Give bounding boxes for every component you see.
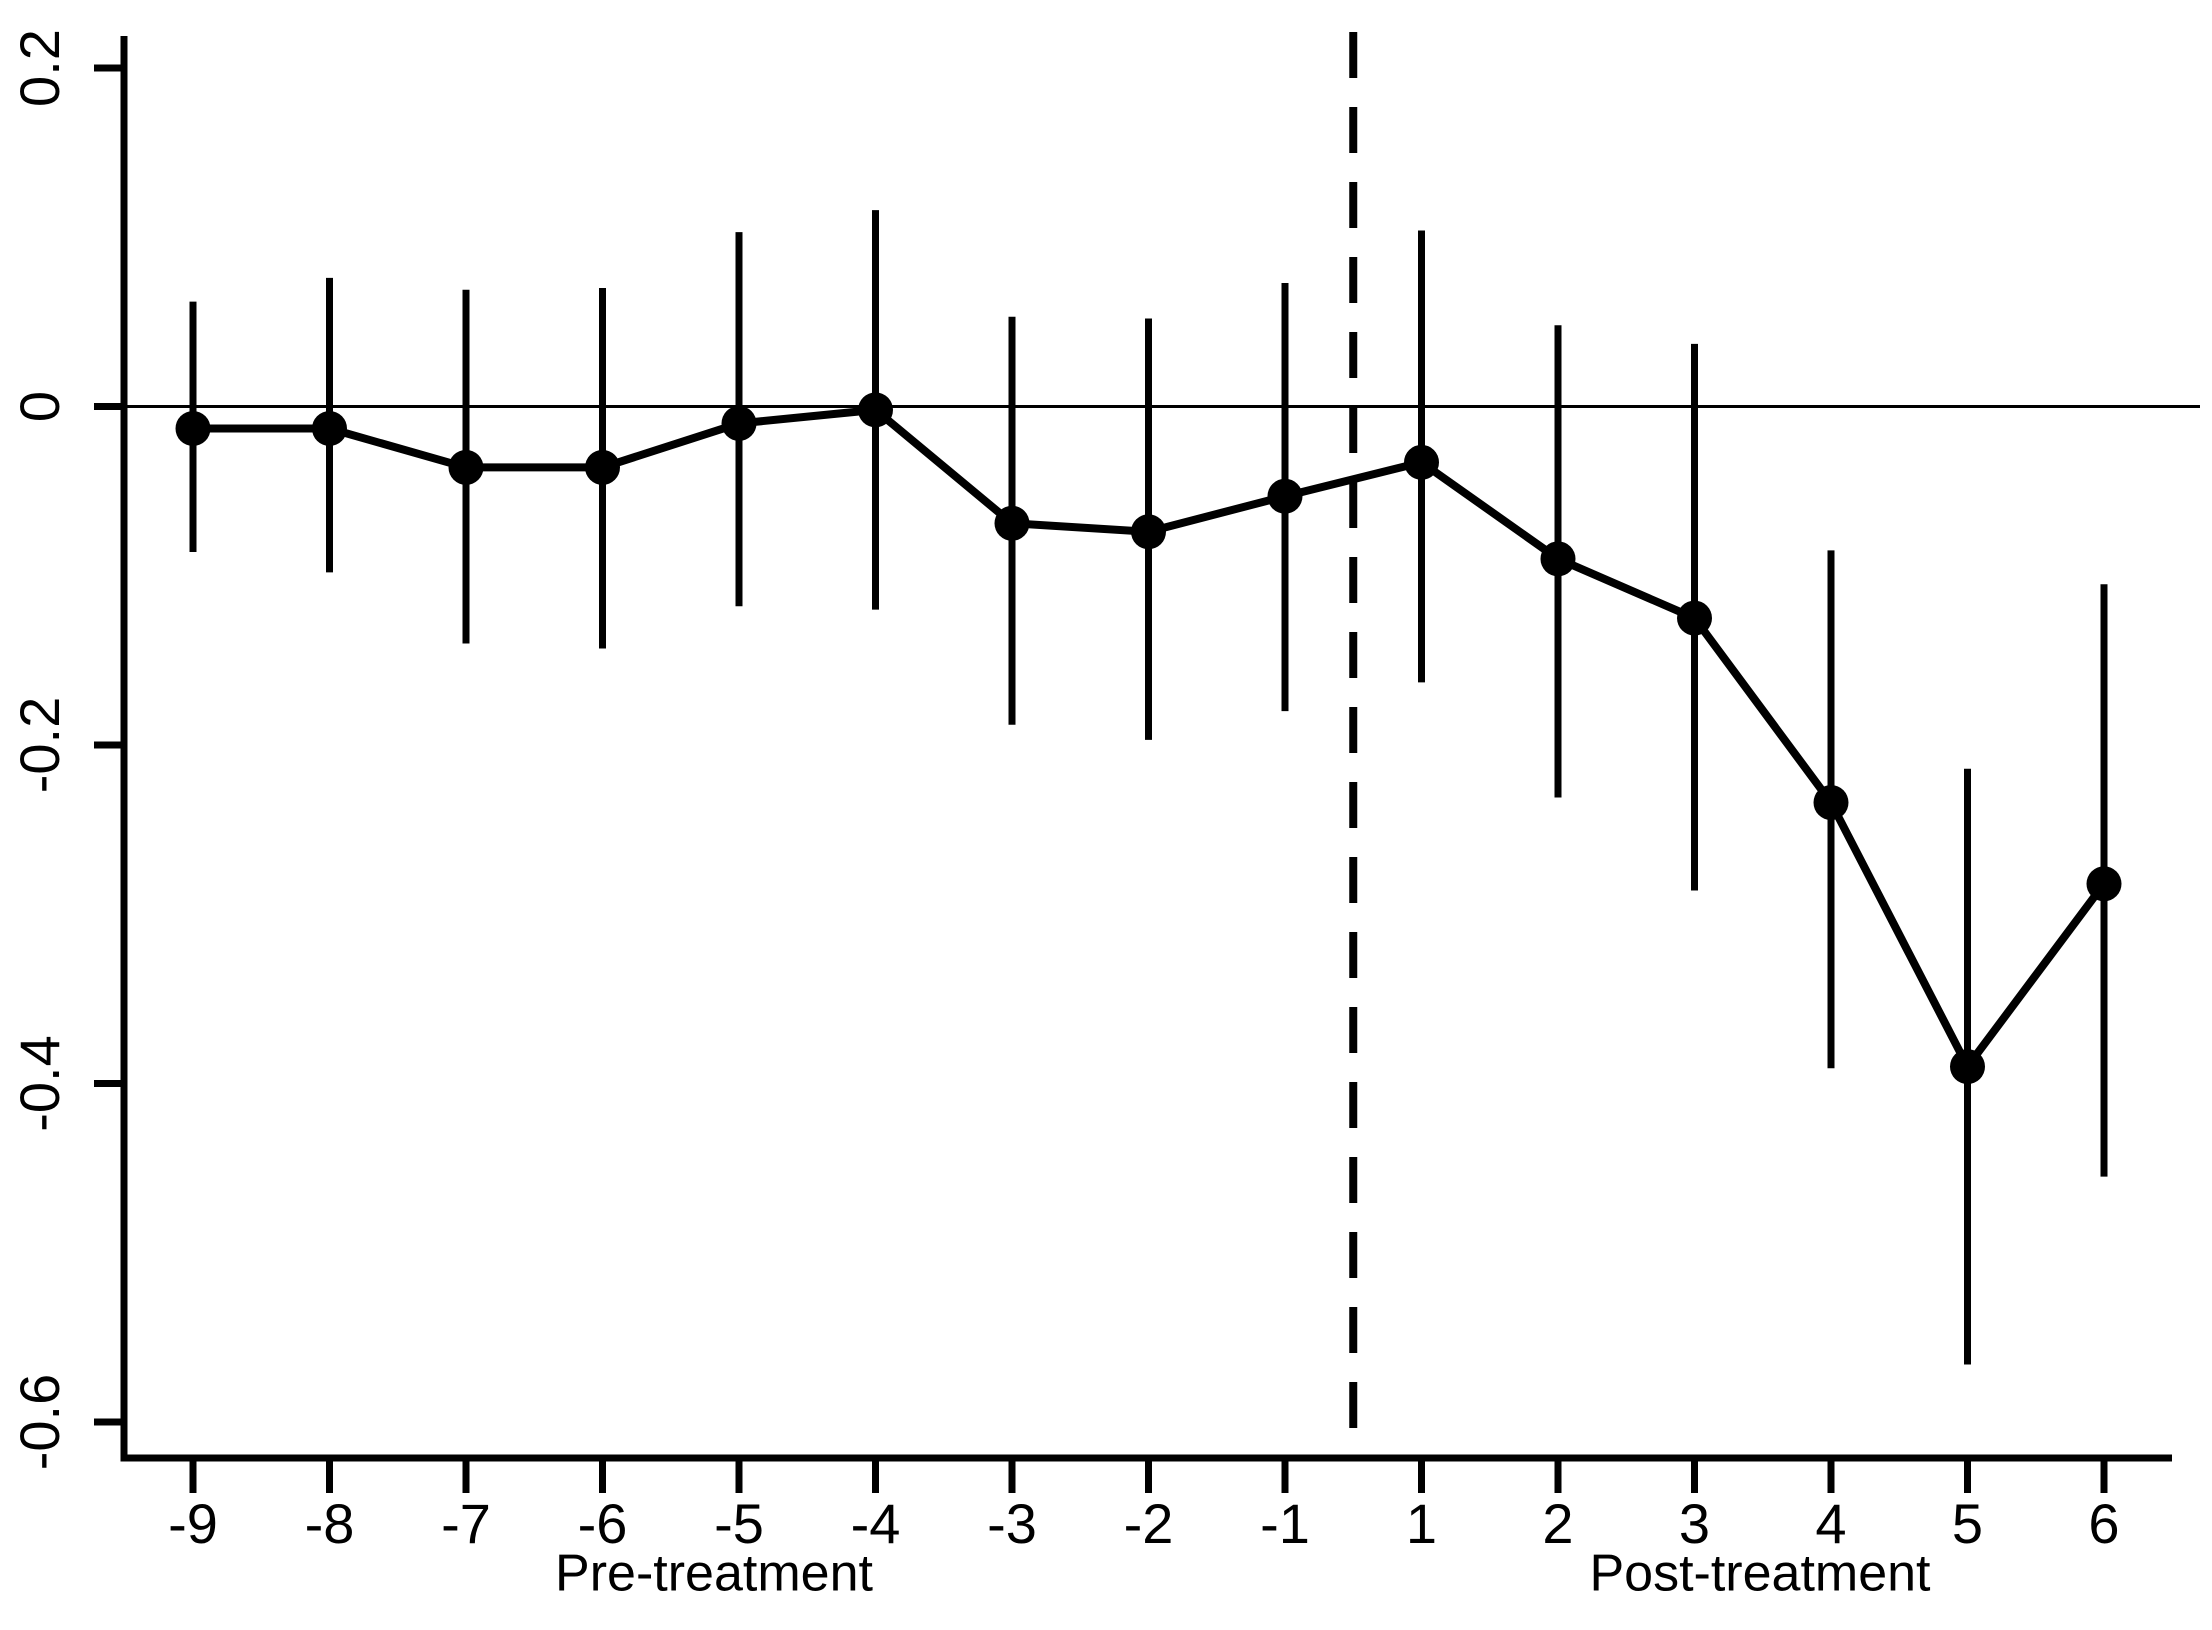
x-tick-label: 1 <box>1406 1492 1437 1555</box>
pre-treatment-label: Pre-treatment <box>555 1545 873 1603</box>
data-point <box>1404 444 1439 480</box>
data-point <box>994 505 1030 541</box>
x-tick-label: 5 <box>1952 1492 1983 1555</box>
data-point <box>175 411 211 447</box>
data-point <box>1267 478 1303 514</box>
data-point <box>2086 866 2122 902</box>
data-point <box>1813 785 1849 821</box>
y-tick-label: -0.6 <box>8 1374 71 1471</box>
data-point <box>1950 1049 1985 1085</box>
x-tick-label: -6 <box>578 1492 628 1555</box>
x-tick-label: -7 <box>441 1492 491 1555</box>
x-tick-label: -2 <box>1124 1492 1174 1555</box>
x-tick-label: -4 <box>851 1492 901 1555</box>
y-tick-label: 0.2 <box>8 29 71 107</box>
data-point <box>1540 541 1576 577</box>
data-point <box>721 405 757 441</box>
x-tick-label: -9 <box>168 1492 218 1555</box>
data-point <box>448 449 484 485</box>
x-tick-label: 6 <box>2088 1492 2119 1555</box>
x-tick-label: -3 <box>987 1492 1037 1555</box>
y-tick-label: -0.2 <box>8 697 71 794</box>
data-point <box>858 392 893 428</box>
x-tick-label: 3 <box>1679 1492 1710 1555</box>
y-tick-label: -0.4 <box>8 1035 71 1132</box>
post-treatment-label: Post-treatment <box>1589 1545 1931 1603</box>
data-point <box>585 449 620 485</box>
data-point <box>312 411 347 447</box>
x-tick-label: -8 <box>305 1492 355 1555</box>
y-tick-label: 0 <box>8 391 71 422</box>
x-tick-label: -5 <box>714 1492 764 1555</box>
data-point <box>1131 514 1166 550</box>
x-tick-label: 4 <box>1815 1492 1846 1555</box>
x-tick-label: 2 <box>1542 1492 1573 1555</box>
x-tick-label: -1 <box>1260 1492 1310 1555</box>
data-point <box>1677 600 1712 636</box>
